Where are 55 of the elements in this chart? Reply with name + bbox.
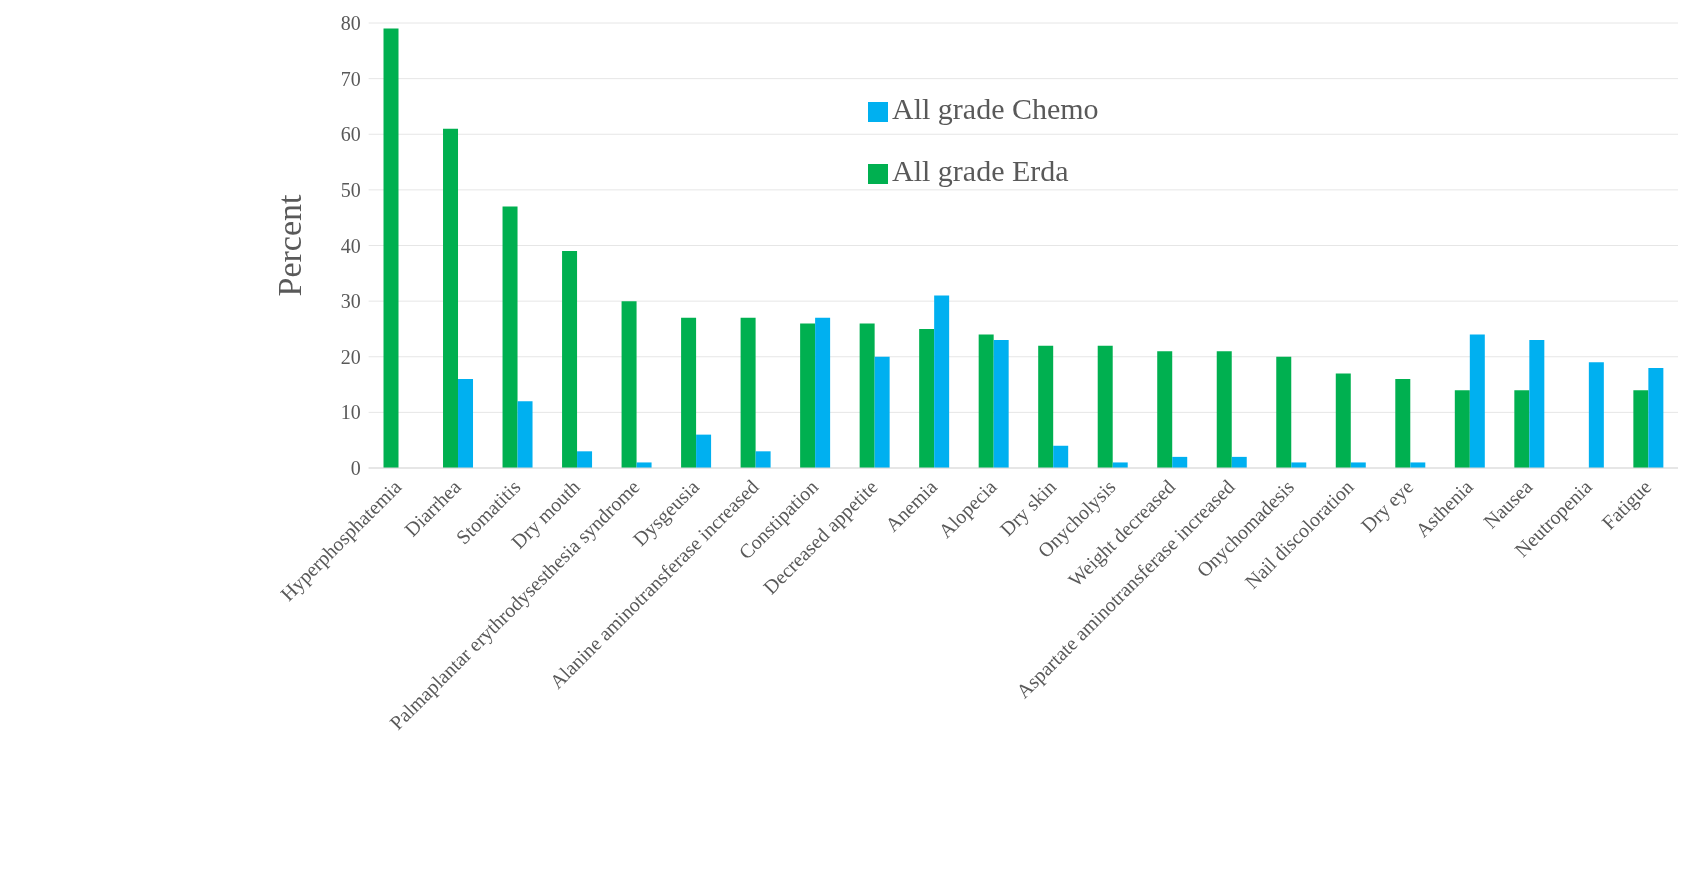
bar [502, 206, 518, 468]
bar [978, 334, 994, 468]
bar [1633, 390, 1649, 468]
bar [919, 328, 935, 468]
bar [1454, 390, 1470, 468]
bar [1588, 362, 1604, 468]
legend-label: All grade Chemo [892, 92, 1099, 125]
bar [1350, 462, 1366, 468]
bar [562, 251, 578, 468]
bar [1529, 340, 1545, 468]
bar [1291, 462, 1307, 468]
y-axis-title: Percent [270, 193, 308, 297]
bar [1038, 345, 1054, 468]
bar [443, 128, 459, 468]
bar [1410, 462, 1426, 468]
bar [815, 317, 831, 468]
y-tick-label: 70 [340, 67, 361, 90]
y-tick-label: 50 [340, 178, 361, 201]
x-tick-label: Dry eye [1356, 475, 1419, 537]
bar [1231, 456, 1247, 468]
bar [696, 434, 712, 468]
bar [458, 379, 474, 468]
bar [1157, 351, 1173, 468]
bar [1172, 456, 1188, 468]
bar [1216, 351, 1232, 468]
bar [1276, 356, 1292, 468]
bar [800, 323, 816, 468]
y-tick-label: 0 [350, 457, 361, 480]
bar [993, 340, 1009, 468]
bar [934, 295, 950, 468]
bar [383, 28, 399, 468]
y-tick-label: 60 [340, 123, 361, 146]
bar [517, 401, 533, 468]
bar [1097, 345, 1113, 468]
y-tick-label: 40 [340, 234, 361, 257]
bar [1648, 367, 1664, 468]
bar [859, 323, 875, 468]
y-tick-label: 20 [340, 345, 361, 368]
bar [1514, 390, 1530, 468]
bar [1112, 462, 1128, 468]
bar [1053, 445, 1069, 468]
y-tick-label: 10 [340, 401, 361, 424]
bar [1335, 373, 1351, 468]
y-tick-label: 80 [340, 12, 361, 35]
bar [621, 301, 637, 468]
bar [755, 451, 771, 468]
bar [874, 356, 890, 468]
legend-label: All grade Erda [892, 154, 1069, 187]
bar [636, 462, 652, 468]
bar [1395, 379, 1411, 468]
y-tick-label: 30 [340, 290, 361, 313]
bar [740, 317, 756, 468]
bar [577, 451, 593, 468]
bar [681, 317, 697, 468]
bar [1469, 334, 1485, 468]
